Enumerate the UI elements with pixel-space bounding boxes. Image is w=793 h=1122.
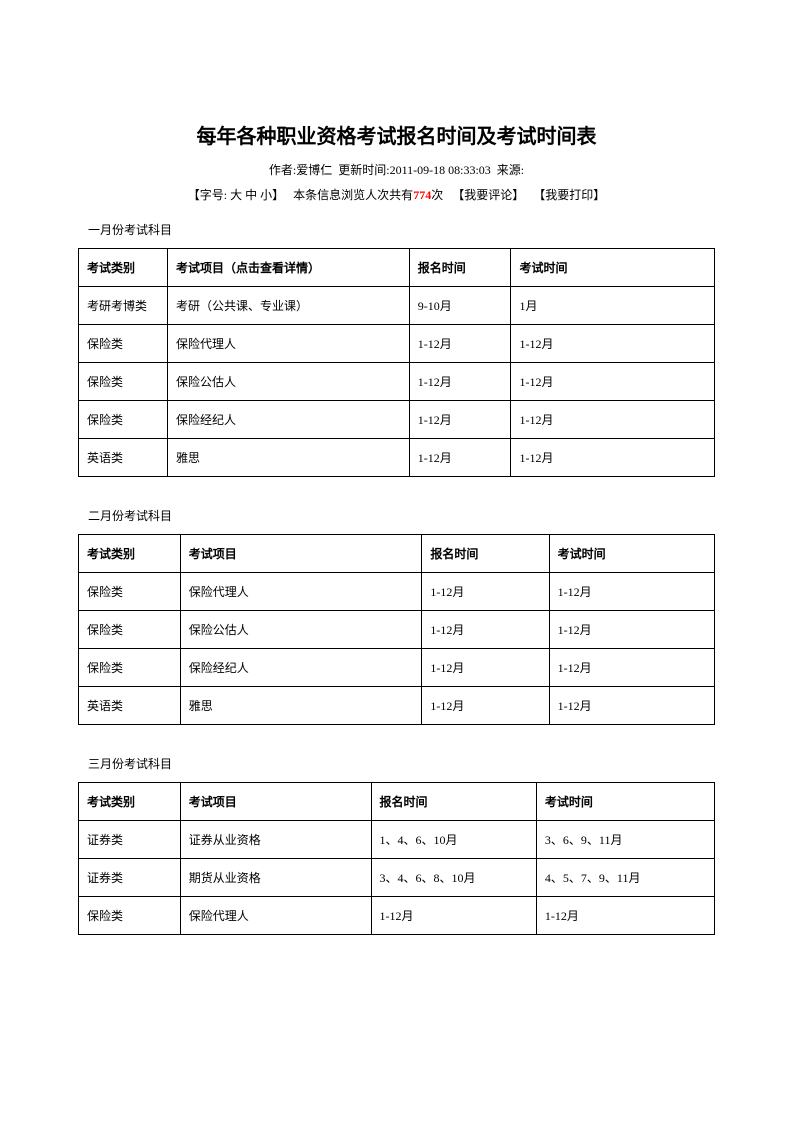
- table-header-cell: 考试项目: [180, 535, 422, 573]
- exam-table: 考试类别考试项目报名时间考试时间保险类保险代理人1-12月1-12月保险类保险公…: [78, 534, 715, 725]
- table-header-cell: 考试类别: [79, 535, 181, 573]
- table-cell: 1-12月: [409, 363, 511, 401]
- table-header-cell: 报名时间: [409, 249, 511, 287]
- table-cell: 1-12月: [422, 649, 549, 687]
- table-cell: 3、4、6、8、10月: [371, 859, 536, 897]
- table-row: 英语类雅思1-12月1-12月: [79, 439, 715, 477]
- table-cell: 保险类: [79, 401, 168, 439]
- table-cell: 保险类: [79, 649, 181, 687]
- table-header-row: 考试类别考试项目报名时间考试时间: [79, 535, 715, 573]
- source-label: 来源:: [497, 163, 524, 177]
- table-cell: 保险类: [79, 573, 181, 611]
- table-cell: 1-12月: [409, 401, 511, 439]
- update-value: 2011-09-18 08:33:03: [390, 163, 491, 177]
- table-cell: 保险代理人: [168, 325, 410, 363]
- table-header-cell: 考试类别: [79, 249, 168, 287]
- table-cell: 期货从业资格: [180, 859, 371, 897]
- font-large-link[interactable]: 大: [230, 188, 242, 202]
- table-row: 保险类保险代理人1-12月1-12月: [79, 897, 715, 935]
- author-value: 爱博仁: [296, 163, 332, 177]
- view-count: 774: [413, 188, 431, 202]
- table-cell: 1-12月: [549, 573, 714, 611]
- table-cell: 1-12月: [511, 325, 715, 363]
- table-cell: 考研（公共课、专业课）: [168, 287, 410, 325]
- table-cell: 3、6、9、11月: [536, 821, 714, 859]
- table-cell: 1-12月: [549, 611, 714, 649]
- table-header-cell: 考试时间: [536, 783, 714, 821]
- table-cell: 1-12月: [549, 649, 714, 687]
- table-row: 考研考博类考研（公共课、专业课）9-10月1月: [79, 287, 715, 325]
- table-header-cell: 报名时间: [371, 783, 536, 821]
- table-cell: 1-12月: [536, 897, 714, 935]
- update-label: 更新时间:: [338, 163, 389, 177]
- table-row: 保险类保险经纪人1-12月1-12月: [79, 401, 715, 439]
- table-row: 证券类证券从业资格1、4、6、10月3、6、9、11月: [79, 821, 715, 859]
- table-cell: 1-12月: [511, 401, 715, 439]
- section-heading: 三月份考试科目: [88, 755, 715, 772]
- table-header-cell: 考试项目（点击查看详情）: [168, 249, 410, 287]
- meta-line: 作者:爱博仁 更新时间:2011-09-18 08:33:03 来源:: [78, 161, 715, 178]
- exam-table: 考试类别考试项目（点击查看详情）报名时间考试时间考研考博类考研（公共课、专业课）…: [78, 248, 715, 477]
- table-cell: 1、4、6、10月: [371, 821, 536, 859]
- table-header-row: 考试类别考试项目报名时间考试时间: [79, 783, 715, 821]
- author-label: 作者:: [269, 163, 296, 177]
- controls-line: 【字号: 大 中 小】 本条信息浏览人次共有774次 【我要评论】 【我要打印】: [78, 186, 715, 203]
- table-cell: 1-12月: [511, 439, 715, 477]
- table-row: 保险类保险公估人1-12月1-12月: [79, 363, 715, 401]
- view-prefix: 本条信息浏览人次共有: [293, 188, 413, 202]
- table-row: 保险类保险代理人1-12月1-12月: [79, 573, 715, 611]
- table-header-cell: 考试时间: [511, 249, 715, 287]
- page-title: 每年各种职业资格考试报名时间及考试时间表: [78, 120, 715, 149]
- table-row: 保险类保险经纪人1-12月1-12月: [79, 649, 715, 687]
- exam-table: 考试类别考试项目报名时间考试时间证券类证券从业资格1、4、6、10月3、6、9、…: [78, 782, 715, 935]
- table-header-cell: 考试类别: [79, 783, 181, 821]
- table-cell: 考研考博类: [79, 287, 168, 325]
- table-header-row: 考试类别考试项目（点击查看详情）报名时间考试时间: [79, 249, 715, 287]
- table-cell: 英语类: [79, 687, 181, 725]
- font-size-label: 【字号:: [188, 188, 227, 202]
- view-suffix: 次: [431, 188, 443, 202]
- table-cell: 1-12月: [409, 325, 511, 363]
- font-size-close: 】: [272, 188, 284, 202]
- comment-link[interactable]: 【我要评论】: [452, 188, 524, 202]
- table-row: 英语类雅思1-12月1-12月: [79, 687, 715, 725]
- table-cell: 保险代理人: [180, 897, 371, 935]
- table-cell: 1-12月: [409, 439, 511, 477]
- table-cell: 1-12月: [511, 363, 715, 401]
- font-small-link[interactable]: 小: [260, 188, 272, 202]
- table-cell: 英语类: [79, 439, 168, 477]
- table-row: 证券类期货从业资格3、4、6、8、10月4、5、7、9、11月: [79, 859, 715, 897]
- table-cell: 保险代理人: [180, 573, 422, 611]
- table-cell: 雅思: [168, 439, 410, 477]
- table-row: 保险类保险公估人1-12月1-12月: [79, 611, 715, 649]
- table-cell: 1-12月: [549, 687, 714, 725]
- table-cell: 证券类: [79, 859, 181, 897]
- table-cell: 4、5、7、9、11月: [536, 859, 714, 897]
- table-cell: 保险类: [79, 363, 168, 401]
- table-cell: 1-12月: [422, 573, 549, 611]
- table-cell: 9-10月: [409, 287, 511, 325]
- table-cell: 1月: [511, 287, 715, 325]
- table-header-cell: 考试时间: [549, 535, 714, 573]
- font-medium-link[interactable]: 中: [245, 188, 257, 202]
- table-cell: 1-12月: [371, 897, 536, 935]
- table-row: 保险类保险代理人1-12月1-12月: [79, 325, 715, 363]
- table-cell: 证券从业资格: [180, 821, 371, 859]
- table-cell: 保险经纪人: [168, 401, 410, 439]
- table-header-cell: 报名时间: [422, 535, 549, 573]
- table-cell: 1-12月: [422, 687, 549, 725]
- table-cell: 1-12月: [422, 611, 549, 649]
- table-cell: 保险经纪人: [180, 649, 422, 687]
- table-header-cell: 考试项目: [180, 783, 371, 821]
- table-cell: 保险公估人: [168, 363, 410, 401]
- section-heading: 二月份考试科目: [88, 507, 715, 524]
- table-cell: 保险类: [79, 611, 181, 649]
- section-heading: 一月份考试科目: [88, 221, 715, 238]
- table-cell: 保险类: [79, 325, 168, 363]
- print-link[interactable]: 【我要打印】: [533, 188, 605, 202]
- table-cell: 证券类: [79, 821, 181, 859]
- table-cell: 雅思: [180, 687, 422, 725]
- table-cell: 保险类: [79, 897, 181, 935]
- table-cell: 保险公估人: [180, 611, 422, 649]
